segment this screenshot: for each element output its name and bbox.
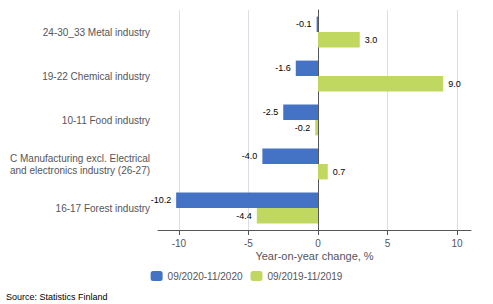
svg-text:-1.6: -1.6 bbox=[275, 63, 291, 73]
svg-text:24-30_33 Metal industry: 24-30_33 Metal industry bbox=[43, 27, 150, 38]
svg-text:19-22 Chemical industry: 19-22 Chemical industry bbox=[42, 71, 150, 82]
svg-text:-0.2: -0.2 bbox=[295, 123, 311, 133]
svg-text:-5: -5 bbox=[244, 238, 253, 249]
svg-text:10: 10 bbox=[452, 238, 464, 249]
svg-text:09/2019-11/2019: 09/2019-11/2019 bbox=[268, 271, 343, 282]
svg-text:-10.2: -10.2 bbox=[151, 195, 172, 205]
svg-text:and electronics industry (26-2: and electronics industry (26-27) bbox=[10, 165, 150, 176]
svg-text:0: 0 bbox=[315, 238, 321, 249]
svg-text:9.0: 9.0 bbox=[448, 79, 461, 89]
svg-text:0.7: 0.7 bbox=[333, 167, 346, 177]
svg-text:Year-on-year change, %: Year-on-year change, % bbox=[255, 250, 373, 262]
svg-text:5: 5 bbox=[385, 238, 391, 249]
svg-text:-4.4: -4.4 bbox=[236, 211, 252, 221]
svg-text:-0.1: -0.1 bbox=[296, 19, 312, 29]
svg-text:C Manufacturing excl. Electric: C Manufacturing excl. Electrical bbox=[10, 153, 150, 164]
svg-text:3.0: 3.0 bbox=[365, 35, 378, 45]
svg-text:-2.5: -2.5 bbox=[263, 107, 279, 117]
svg-text:09/2020-11/2020: 09/2020-11/2020 bbox=[168, 271, 243, 282]
svg-text:Source: Statistics Finland: Source: Statistics Finland bbox=[6, 292, 108, 302]
svg-text:-4.0: -4.0 bbox=[242, 151, 258, 161]
svg-text:-10: -10 bbox=[172, 238, 187, 249]
svg-text:16-17 Forest industry: 16-17 Forest industry bbox=[56, 203, 151, 214]
svg-text:10-11 Food industry: 10-11 Food industry bbox=[62, 115, 150, 126]
